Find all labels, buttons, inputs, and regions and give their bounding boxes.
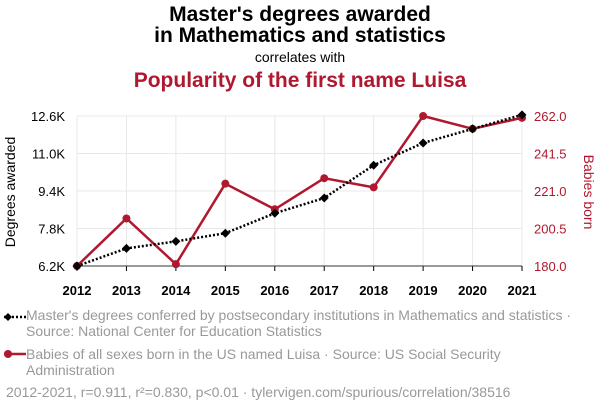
- data-point-degrees: [517, 110, 527, 120]
- data-point-degrees: [72, 261, 82, 271]
- data-point-degrees: [220, 228, 230, 238]
- x-tick-label: 2018: [359, 283, 388, 298]
- chart-title-line3: Popularity of the first name Luisa: [133, 69, 467, 92]
- axes-layer: 6.2K 7.8K 9.4K 11.0K 12.6K 180.0 200.5 221.0 241…: [31, 109, 567, 298]
- chart-title-line1: Master's degrees awarded: [169, 3, 431, 26]
- data-point-luisa: [221, 179, 230, 188]
- series-line-luisa: [76, 114, 523, 267]
- y-axis-label-left: Degrees awarded: [2, 137, 18, 248]
- x-tick-label: 2019: [409, 283, 438, 298]
- legend-diamond-1: [4, 313, 12, 321]
- x-tick-label: 2020: [458, 283, 487, 298]
- series-line-degrees: [76, 113, 523, 268]
- y-tick-label-right: 180.0: [534, 259, 567, 274]
- y-tick-label-left: 7.8K: [38, 222, 65, 237]
- legend-item-1: Master's degrees conferred by postsecond…: [26, 307, 572, 339]
- y-tick-label-right: 200.5: [534, 222, 567, 237]
- x-tick-label: 2015: [211, 283, 240, 298]
- legend-item-2: Babies of all sexes born in the US named…: [26, 346, 501, 378]
- legend-marker-2: [4, 350, 26, 358]
- y-tick-label-left: 11.0K: [32, 147, 65, 162]
- y-axis-label-right: Babies born: [581, 155, 597, 230]
- legend-marker-1: [4, 313, 26, 321]
- x-tick-label: 2013: [112, 283, 141, 298]
- grid-layer: [76, 115, 523, 267]
- x-tick-label: 2017: [310, 283, 339, 298]
- y-tick-label-left: 12.6K: [31, 109, 65, 124]
- data-point-luisa: [369, 183, 378, 192]
- y-tick-label-right: 221.0: [534, 184, 567, 199]
- y-tick-label-left: 6.2K: [38, 259, 65, 274]
- legend-circle-2: [4, 350, 12, 358]
- x-tick-label: 2012: [63, 283, 92, 298]
- data-point-luisa: [122, 214, 131, 223]
- x-tick-label: 2014: [161, 283, 191, 298]
- data-point-degrees: [369, 160, 379, 170]
- data-point-degrees: [319, 193, 329, 203]
- chart-title-line2: in Mathematics and statistics: [154, 24, 446, 47]
- y-tick-label-right: 241.5: [534, 147, 567, 162]
- footer-stats: 2012-2021, r=0.911, r²=0.830, p<0.01 · t…: [6, 384, 511, 400]
- data-point-degrees: [171, 236, 181, 246]
- x-tick-label: 2021: [508, 283, 537, 298]
- data-point-degrees: [418, 138, 428, 148]
- data-point-degrees: [121, 243, 131, 253]
- y-tick-label-left: 9.4K: [38, 184, 65, 199]
- data-point-degrees: [270, 208, 280, 218]
- data-point-luisa: [320, 174, 329, 183]
- x-tick-label: 2016: [260, 283, 289, 298]
- correlation-chart: 6.2K 7.8K 9.4K 11.0K 12.6K 180.0 200.5 221.0 241…: [2, 109, 597, 298]
- data-point-luisa: [419, 112, 428, 120]
- data-point-degrees: [468, 124, 478, 134]
- data-point-luisa: [171, 260, 180, 269]
- y-tick-label-right: 262.0: [534, 109, 567, 124]
- correlates-with-label: correlates with: [254, 49, 346, 65]
- series-layer: [72, 110, 527, 271]
